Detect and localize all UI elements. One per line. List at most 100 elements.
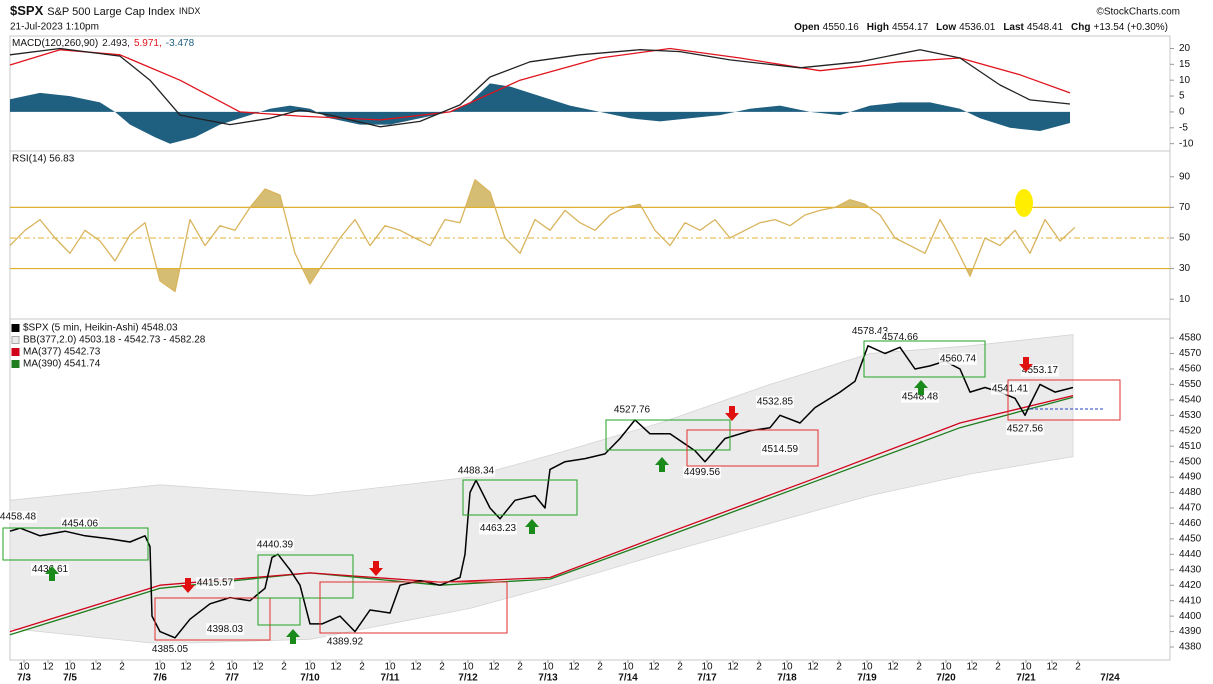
date-label: 7/20: [936, 673, 956, 684]
y-tick-label: 4490: [1179, 472, 1202, 483]
y-tick-label: -5: [1179, 122, 1188, 133]
x-tick-label: 2: [281, 662, 287, 673]
symbol-line: $SPX S&P 500 Large Cap Index INDX: [10, 3, 200, 18]
y-tick-label: 4540: [1179, 395, 1202, 406]
box: [257, 554, 354, 599]
annotation-bg: [683, 466, 721, 479]
x-tick-label: 10: [462, 662, 474, 673]
x-tick-label: 12: [1046, 662, 1058, 673]
box: [257, 597, 301, 626]
price-annotation: 4560.74: [940, 353, 977, 364]
y-tick-label: 4390: [1179, 626, 1202, 637]
y-tick-label: 4440: [1179, 549, 1202, 560]
y-tick-label: 20: [1179, 43, 1191, 54]
y-tick-label: 4420: [1179, 580, 1202, 591]
copyright: ©StockCharts.com: [1096, 7, 1180, 18]
x-tick-label: 10: [64, 662, 76, 673]
legend-swatch: [11, 324, 20, 332]
x-tick-label: 10: [701, 662, 713, 673]
price-annotation: 4458.48: [0, 511, 37, 522]
y-tick-label: 4550: [1179, 379, 1202, 390]
legend-entry: BB(377,2.0) 4503.18 - 4542.73 - 4582.28: [23, 335, 206, 346]
x-tick-label: 10: [542, 662, 554, 673]
date-label: 7/14: [618, 673, 638, 684]
x-tick-label: 12: [648, 662, 660, 673]
x-tick-label: 12: [42, 662, 54, 673]
x-tick-label: 2: [439, 662, 445, 673]
price-annotation: 4553.17: [1022, 365, 1059, 376]
x-tick-label: 10: [781, 662, 793, 673]
y-tick-label: 30: [1179, 263, 1191, 274]
date-label: 7/19: [857, 673, 877, 684]
quote-value: +13.54 (+0.30%): [1094, 22, 1169, 33]
quote-value: 4548.41: [1027, 22, 1064, 33]
quote-label: Last: [1003, 22, 1024, 33]
price-annotation: 4527.56: [1007, 424, 1044, 435]
x-tick-label: 12: [807, 662, 819, 673]
annotation-bg: [901, 390, 939, 403]
date-label: 7/24: [1100, 673, 1120, 684]
annotation-bg: [613, 403, 651, 416]
date-label: 7/5: [63, 673, 77, 684]
x-tick-label: 12: [727, 662, 739, 673]
legend-entry: 2.493,: [102, 38, 130, 49]
price-annotation: 4454.06: [62, 518, 99, 529]
datetime: 21-Jul-2023 1:10pm: [10, 22, 99, 33]
annotation-bg: [479, 522, 517, 535]
x-tick-label: 10: [622, 662, 634, 673]
date-label: 7/3: [17, 673, 31, 684]
annotation-bg: [61, 517, 99, 530]
x-tick-label: 10: [384, 662, 396, 673]
x-tick-label: 2: [1075, 662, 1081, 673]
price-annotation: 4499.56: [684, 467, 721, 478]
annotation-bg: [939, 352, 977, 365]
pattern-boxes: [2, 340, 1121, 641]
box: [154, 597, 271, 641]
date-label: 7/11: [381, 673, 400, 684]
macd-legend: MACD(120,260,90) 2.493, 5.971, -3.478: [12, 38, 195, 49]
quote-label: Low: [936, 22, 956, 33]
y-tick-label: 70: [1179, 202, 1191, 213]
series-line: [9, 345, 1074, 639]
index-name: S&P 500 Large Cap Index: [47, 6, 175, 18]
date-label: 7/10: [300, 673, 320, 684]
annotation-bg: [326, 635, 364, 648]
date-label: 7/18: [777, 673, 797, 684]
x-tick-label: 12: [410, 662, 422, 673]
y-tick-label: 4470: [1179, 503, 1202, 514]
quote-value: 4536.01: [959, 22, 996, 33]
box: [686, 429, 819, 467]
quote-label: Open: [794, 22, 820, 33]
x-tick-label: 10: [154, 662, 166, 673]
y-tick-label: 4380: [1179, 642, 1202, 653]
x-tick-label: 12: [887, 662, 899, 673]
annotation-bg: [881, 331, 919, 344]
legend-entry: $SPX (5 min, Heikin-Ashi) 4548.03: [23, 323, 178, 334]
box: [863, 340, 986, 378]
y-tick-label: -10: [1179, 138, 1194, 149]
price-annotation: 4578.43: [852, 326, 889, 337]
x-tick-label: 12: [966, 662, 978, 673]
bollinger-band: [9, 334, 1074, 645]
y-tick-label: 90: [1179, 171, 1191, 182]
y-tick-label: 10: [1179, 75, 1191, 86]
price-annotation: 4488.34: [458, 465, 495, 476]
x-tick-label: 12: [488, 662, 500, 673]
histogram-area: [10, 83, 1070, 144]
series-line: [9, 47, 1071, 128]
x-tick-label: 12: [90, 662, 102, 673]
y-tick-label: 4580: [1179, 333, 1202, 344]
box: [2, 527, 149, 561]
series-line: [9, 47, 1071, 121]
x-tick-label: 12: [330, 662, 342, 673]
annotation-bg: [851, 325, 889, 338]
annotation-bg: [991, 382, 1029, 395]
price-annotation: 4463.23: [480, 523, 517, 534]
rsi-fill: [10, 179, 1075, 208]
y-tick-label: 4510: [1179, 441, 1202, 452]
x-tick-label: 2: [916, 662, 922, 673]
price-annotation: 4574.66: [882, 332, 919, 343]
